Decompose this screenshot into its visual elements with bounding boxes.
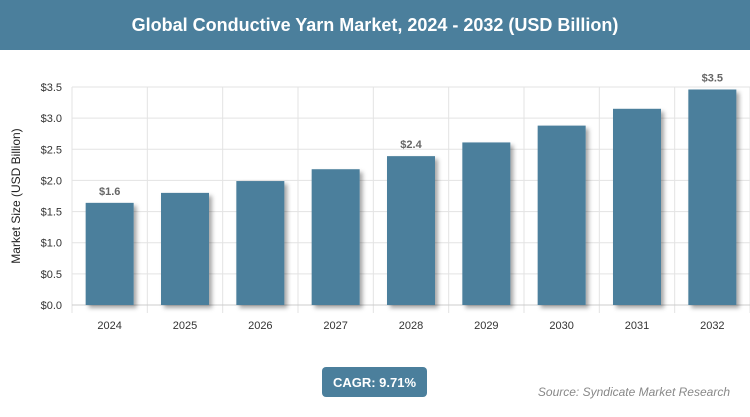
bar-2027	[311, 169, 360, 305]
x-tick-label: 2026	[248, 320, 272, 332]
data-label: $2.4	[400, 139, 422, 151]
data-label: $1.6	[99, 186, 120, 198]
y-tick-label: $1.5	[41, 207, 62, 219]
cagr-badge: CAGR: 9.71%	[322, 367, 427, 397]
source-note: Source: Syndicate Market Research	[537, 385, 730, 399]
data-label: $3.5	[702, 72, 723, 84]
x-tick-label: 2030	[549, 320, 573, 332]
x-tick-label: 2024	[97, 320, 121, 332]
bar-2030	[537, 125, 586, 305]
x-tick-label: 2029	[474, 320, 498, 332]
x-tick-label: 2031	[625, 320, 649, 332]
y-tick-label: $3.5	[41, 82, 62, 94]
bar-2024	[85, 202, 134, 305]
y-tick-label: $2.0	[41, 175, 62, 187]
y-tick-label: $1.0	[41, 238, 62, 250]
bar-2032	[688, 89, 737, 306]
chart-title: Global Conductive Yarn Market, 2024 - 20…	[0, 0, 750, 50]
bar-2026	[236, 181, 285, 305]
bar-2025	[161, 192, 209, 305]
x-tick-label: 2025	[173, 320, 197, 332]
y-axis-label: Market Size (USD Billion)	[9, 128, 23, 263]
bar-2028	[387, 156, 435, 305]
y-tick-label: $3.0	[41, 113, 62, 125]
x-tick-label: 2032	[700, 320, 724, 332]
y-tick-label: $2.5	[41, 144, 62, 156]
x-tick-label: 2027	[323, 320, 347, 332]
y-tick-label: $0.0	[41, 300, 62, 312]
bar-chart: $0.0 $0.5 $1.0 $1.5 $2.0 $2.5 $3.0 $3.5 2024 $1.6…	[9, 72, 750, 332]
y-tick-label: $0.5	[41, 269, 62, 281]
bar-2031	[613, 108, 661, 305]
x-tick-label: 2028	[399, 320, 423, 332]
bar-2029	[462, 142, 511, 305]
